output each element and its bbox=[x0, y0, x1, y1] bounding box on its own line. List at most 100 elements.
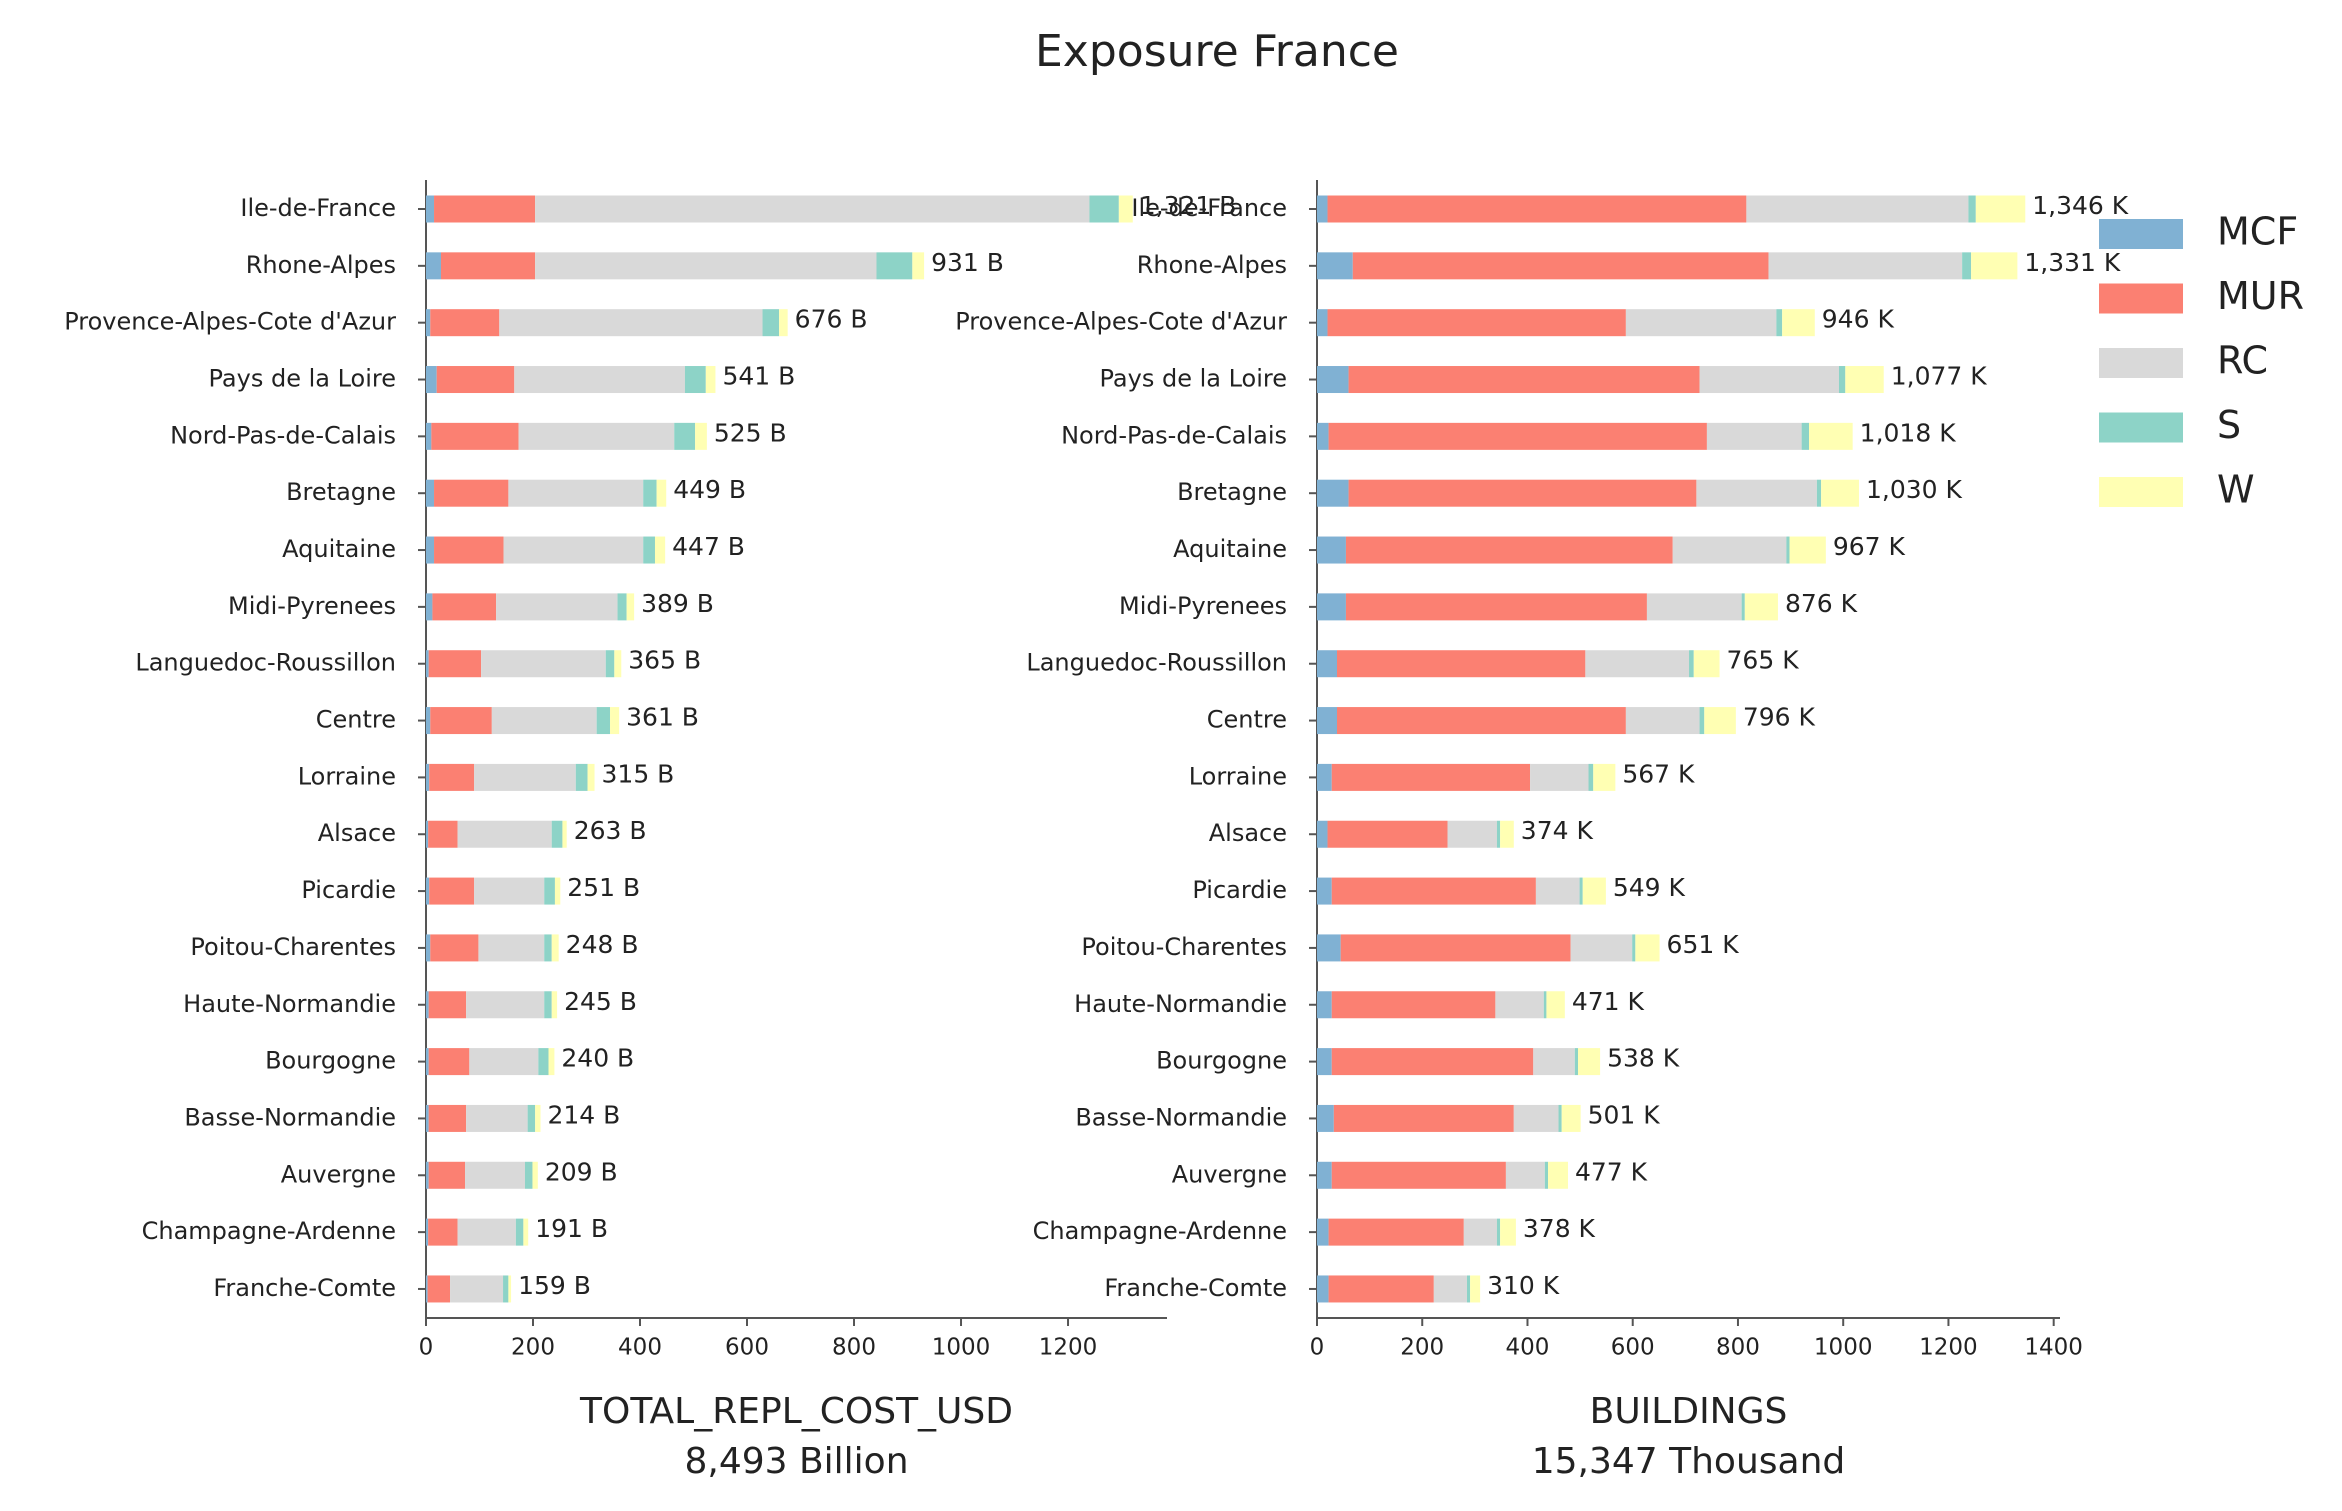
bar-segment bbox=[1327, 309, 1626, 337]
bar-segment bbox=[1625, 309, 1777, 337]
total-label: 447 B bbox=[672, 532, 745, 561]
bar-segment bbox=[1317, 479, 1349, 507]
bar-segment bbox=[426, 1275, 428, 1303]
bar-segment bbox=[1328, 1275, 1434, 1303]
bar-segment bbox=[617, 593, 627, 621]
bar-segment bbox=[527, 1104, 536, 1132]
total-label: 1,331 K bbox=[2024, 248, 2121, 277]
total-label: 245 B bbox=[564, 987, 637, 1016]
y-tick-label: Centre bbox=[1207, 706, 1287, 734]
bar-segment bbox=[1331, 991, 1496, 1019]
y-tick-label: Aquitaine bbox=[1173, 535, 1287, 563]
bar-segment bbox=[465, 1161, 525, 1189]
bar-segment bbox=[1340, 934, 1571, 962]
y-tick-label: Midi-Pyrenees bbox=[228, 592, 396, 620]
bar-segment bbox=[1579, 877, 1583, 905]
bar-segment bbox=[428, 1218, 458, 1246]
y-tick-label: Provence-Alpes-Cote d'Azur bbox=[64, 308, 396, 336]
bar-segment bbox=[614, 650, 622, 678]
bar-segment bbox=[434, 536, 504, 564]
y-tick-label: Poitou-Charentes bbox=[190, 933, 396, 961]
bar-segment bbox=[1699, 366, 1839, 394]
bar-segment bbox=[426, 366, 437, 394]
legend-swatch bbox=[2099, 283, 2183, 314]
bar-segment bbox=[1089, 195, 1119, 223]
bar-segment bbox=[523, 1218, 529, 1246]
bar-segment bbox=[1505, 1161, 1545, 1189]
bar-segment bbox=[705, 366, 716, 394]
bar-segment bbox=[1768, 252, 1963, 280]
total-label: 501 K bbox=[1588, 1100, 1661, 1129]
total-label: 248 B bbox=[566, 930, 639, 959]
bar-segment bbox=[430, 309, 500, 337]
bar-segment bbox=[1744, 593, 1778, 621]
x-tick-label: 200 bbox=[511, 1335, 555, 1361]
bar-segment bbox=[551, 820, 563, 848]
bar-segment bbox=[1593, 763, 1616, 791]
bar-segment bbox=[1546, 991, 1565, 1019]
legend-swatch bbox=[2099, 348, 2183, 378]
bar-segment bbox=[1348, 366, 1700, 394]
bar-segment bbox=[1345, 536, 1673, 564]
x-tick-label: 600 bbox=[1611, 1335, 1655, 1361]
bar-segment bbox=[1821, 479, 1859, 507]
y-tick-label: Alsace bbox=[318, 819, 396, 847]
bar-segment bbox=[544, 877, 555, 905]
y-tick-label: Provence-Alpes-Cote d'Azur bbox=[955, 308, 1287, 336]
bar-segment bbox=[1786, 536, 1790, 564]
bar-segment bbox=[1317, 934, 1341, 962]
bar-segment bbox=[436, 366, 515, 394]
total-label: 240 B bbox=[561, 1044, 634, 1073]
bar-segment bbox=[426, 252, 441, 280]
bar-segment bbox=[1317, 536, 1346, 564]
total-label: 765 K bbox=[1727, 646, 1800, 675]
bar-segment bbox=[654, 536, 666, 564]
bar-segment bbox=[544, 934, 552, 962]
bar-segment bbox=[1317, 593, 1346, 621]
legend-label: MUR bbox=[2217, 274, 2304, 318]
bar-segment bbox=[575, 763, 588, 791]
bar-segment bbox=[1741, 593, 1745, 621]
bar-segment bbox=[1433, 1275, 1467, 1303]
bar-segment bbox=[428, 1161, 466, 1189]
bar-segment bbox=[426, 536, 435, 564]
bar-segment bbox=[1816, 479, 1822, 507]
bar-segment bbox=[1336, 650, 1586, 678]
bar-segment bbox=[524, 1161, 533, 1189]
bar-segment bbox=[1331, 1048, 1534, 1076]
bar-segment bbox=[1699, 707, 1705, 735]
bar-segment bbox=[1118, 195, 1133, 223]
x-axis-label: TOTAL_REPL_COST_USD bbox=[579, 1391, 1013, 1432]
total-label: 477 K bbox=[1575, 1157, 1648, 1186]
bar-segment bbox=[432, 593, 497, 621]
total-label: 796 K bbox=[1743, 703, 1816, 732]
y-tick-label: Lorraine bbox=[298, 762, 396, 790]
bar-segment bbox=[427, 1275, 451, 1303]
total-label: 567 K bbox=[1622, 759, 1695, 788]
total-label: 1,018 K bbox=[1860, 418, 1957, 447]
y-tick-label: Ile-de-France bbox=[240, 194, 396, 222]
total-label: 315 B bbox=[602, 759, 675, 788]
bar-segment bbox=[434, 479, 509, 507]
y-tick-label: Midi-Pyrenees bbox=[1119, 592, 1287, 620]
bar-segment bbox=[1704, 707, 1736, 735]
bar-segment bbox=[466, 1104, 528, 1132]
x-tick-label: 0 bbox=[419, 1335, 434, 1361]
y-tick-label: Aquitaine bbox=[282, 535, 396, 563]
bar-segment bbox=[1635, 934, 1660, 962]
legend-label: W bbox=[2217, 468, 2255, 512]
y-tick-label: Picardie bbox=[1192, 876, 1287, 904]
total-label: 538 K bbox=[1607, 1044, 1680, 1073]
bar-segment bbox=[1317, 1161, 1332, 1189]
x-tick-label: 200 bbox=[1400, 1335, 1444, 1361]
bar-segment bbox=[428, 991, 467, 1019]
bar-segment bbox=[426, 593, 433, 621]
bar-segment bbox=[1317, 252, 1353, 280]
bar-segment bbox=[535, 252, 877, 280]
total-label: 525 B bbox=[714, 418, 787, 447]
bar-segment bbox=[515, 1218, 524, 1246]
bar-segment bbox=[1672, 536, 1787, 564]
bar-segment bbox=[1317, 650, 1337, 678]
bar-segment bbox=[1336, 707, 1626, 735]
bar-segment bbox=[1696, 479, 1817, 507]
